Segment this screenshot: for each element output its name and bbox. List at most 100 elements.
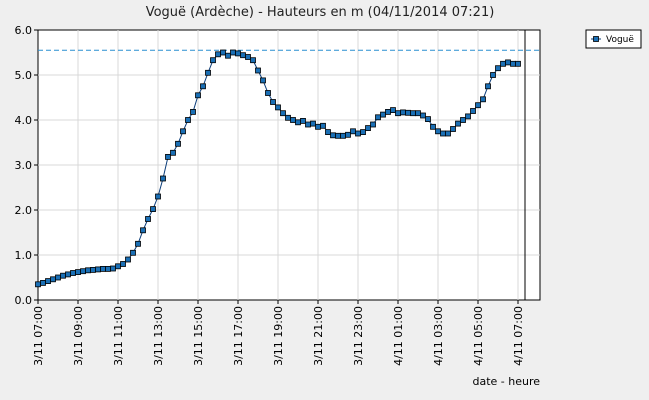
data-point bbox=[230, 49, 236, 56]
data-point bbox=[470, 108, 476, 114]
data-point bbox=[320, 122, 326, 129]
data-point bbox=[270, 99, 276, 105]
x-tick-label: 4/11 01:00 bbox=[392, 306, 405, 366]
data-point bbox=[345, 131, 351, 138]
x-tick-label: 4/11 03:00 bbox=[432, 306, 445, 366]
data-point bbox=[195, 92, 201, 99]
x-tick-label: 4/11 07:00 bbox=[512, 306, 525, 366]
data-point bbox=[495, 65, 501, 72]
data-point bbox=[490, 72, 496, 78]
data-point bbox=[485, 83, 491, 90]
data-point bbox=[455, 120, 461, 127]
x-tick-label: 3/11 13:00 bbox=[152, 306, 165, 366]
data-point bbox=[300, 118, 306, 124]
data-point bbox=[290, 117, 296, 123]
data-point bbox=[335, 132, 341, 139]
data-point bbox=[95, 266, 101, 273]
data-point bbox=[410, 110, 416, 117]
data-point bbox=[480, 96, 486, 103]
data-point bbox=[305, 121, 311, 128]
data-point bbox=[240, 52, 246, 59]
data-point bbox=[65, 271, 71, 278]
data-point bbox=[55, 274, 61, 281]
x-tick-label: 3/11 11:00 bbox=[112, 306, 125, 366]
data-point bbox=[50, 276, 56, 283]
data-point bbox=[330, 132, 336, 139]
data-point bbox=[145, 216, 151, 222]
data-point bbox=[130, 249, 136, 256]
data-point bbox=[100, 265, 106, 272]
x-tick-label: 3/11 19:00 bbox=[272, 306, 285, 366]
data-point bbox=[180, 128, 186, 135]
series-markers bbox=[35, 49, 521, 288]
data-point bbox=[35, 281, 41, 288]
legend-label: Voguë bbox=[606, 35, 634, 45]
data-point bbox=[210, 57, 216, 64]
y-tick-label: 2.0 bbox=[15, 204, 33, 217]
data-point bbox=[185, 117, 191, 123]
data-point bbox=[370, 121, 376, 128]
data-point bbox=[360, 129, 366, 136]
data-point bbox=[140, 227, 146, 234]
x-tick-label: 3/11 17:00 bbox=[232, 306, 245, 366]
y-tick-label: 5.0 bbox=[15, 69, 33, 82]
data-point bbox=[395, 110, 401, 117]
data-point bbox=[235, 50, 241, 57]
data-point bbox=[150, 206, 156, 213]
x-tick-label: 3/11 07:00 bbox=[32, 306, 45, 366]
data-point bbox=[415, 110, 421, 117]
legend-box bbox=[585, 29, 642, 49]
data-point bbox=[40, 279, 46, 286]
data-point bbox=[435, 128, 441, 135]
y-tick-label: 3.0 bbox=[15, 159, 33, 172]
data-point bbox=[205, 69, 211, 76]
y-axis-ticks: 0.0 1.0 2.0 3.0 4.0 5.0 6.0 bbox=[15, 24, 38, 307]
data-point bbox=[105, 265, 111, 272]
data-point bbox=[510, 60, 516, 67]
data-point bbox=[425, 116, 431, 122]
data-point bbox=[420, 112, 426, 119]
data-point bbox=[175, 140, 181, 147]
data-point bbox=[505, 59, 511, 66]
data-point bbox=[295, 119, 301, 126]
legend: Voguë bbox=[585, 29, 642, 49]
data-point bbox=[225, 52, 231, 59]
x-axis-ticks: 3/11 07:00 3/11 09:00 3/11 11:00 3/11 13:00… bbox=[32, 300, 525, 366]
data-point bbox=[405, 109, 411, 116]
data-point bbox=[90, 266, 96, 273]
data-point bbox=[135, 240, 141, 247]
data-point bbox=[85, 267, 91, 274]
data-point bbox=[115, 263, 121, 270]
data-point bbox=[220, 49, 226, 56]
data-point bbox=[380, 111, 386, 118]
data-point bbox=[215, 51, 221, 58]
data-point bbox=[365, 125, 371, 131]
data-point bbox=[475, 102, 481, 109]
y-tick-label: 6.0 bbox=[15, 24, 33, 37]
data-point bbox=[310, 120, 316, 127]
data-point bbox=[440, 130, 446, 137]
data-point bbox=[190, 109, 196, 115]
data-point bbox=[355, 130, 361, 137]
data-point bbox=[45, 278, 51, 285]
data-point bbox=[500, 60, 506, 67]
chart-title: Voguë (Ardèche) - Hauteurs en m (04/11/2… bbox=[146, 5, 495, 20]
data-point bbox=[430, 123, 436, 130]
data-point bbox=[200, 83, 206, 90]
data-point bbox=[245, 54, 251, 60]
data-point bbox=[450, 126, 456, 132]
legend-marker bbox=[593, 36, 599, 42]
grid bbox=[38, 30, 540, 300]
data-point bbox=[340, 132, 346, 139]
data-point bbox=[110, 265, 116, 272]
data-point bbox=[250, 57, 256, 64]
data-point bbox=[155, 193, 161, 200]
data-point bbox=[60, 272, 66, 279]
data-point bbox=[375, 114, 381, 121]
data-point bbox=[445, 130, 451, 137]
x-tick-label: 3/11 23:00 bbox=[352, 306, 365, 366]
data-point bbox=[275, 104, 281, 111]
data-point bbox=[265, 90, 271, 96]
data-point bbox=[165, 153, 171, 160]
